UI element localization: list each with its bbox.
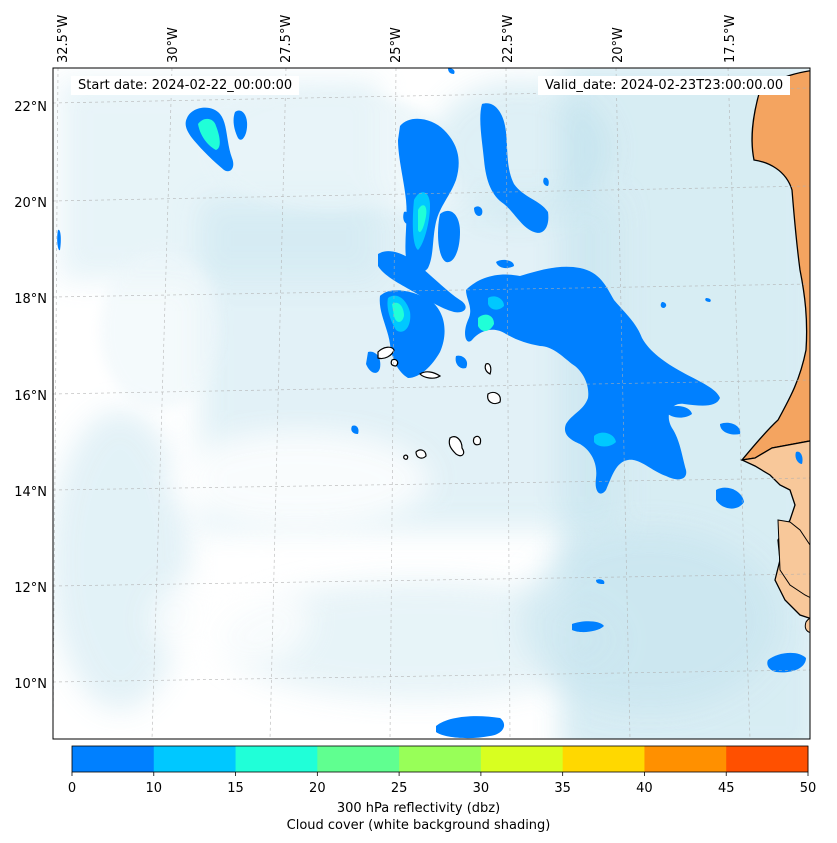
colorbar-swatch: [399, 746, 482, 772]
refl-small-18: [705, 298, 711, 302]
refl-small-20: [660, 302, 667, 308]
refl-small-2: [543, 177, 549, 186]
lat-label: 10°N: [14, 677, 47, 692]
refl-small-11: [795, 451, 803, 464]
colorbar-tick-label: 30: [473, 781, 490, 796]
colorbar-swatch: [562, 746, 645, 772]
refl-small-12: [572, 621, 604, 633]
refl-small-19: [583, 321, 590, 328]
refl-cell-mid-east: [438, 210, 460, 263]
refl-small-9: [720, 422, 741, 435]
refl-small-13: [767, 652, 806, 673]
refl-small-7: [351, 425, 359, 434]
lat-label: 14°N: [14, 485, 47, 500]
colorbar-tick-label: 0: [68, 781, 76, 796]
lat-label: 22°N: [14, 100, 47, 115]
refl-small-5: [455, 355, 468, 369]
refl-small-17: [448, 68, 455, 74]
lat-label: 16°N: [14, 389, 47, 404]
colorbar-swatch: [317, 746, 400, 772]
lon-label: 30°W: [166, 27, 181, 63]
lat-label: 12°N: [14, 581, 47, 596]
colorbar-swatches: [72, 746, 809, 772]
colorbar-label: 300 hPa reflectivity (dbz): [336, 801, 501, 816]
colorbar: 0 10 15 20 25 30 35 40 45 50: [68, 745, 816, 796]
lon-label: 27.5°W: [279, 15, 294, 63]
refl-main-mass: [465, 266, 720, 494]
refl-main-core-2: [488, 296, 504, 310]
refl-main-core-3: [594, 432, 616, 447]
colorbar-tick-label: 45: [718, 781, 735, 796]
colorbar-tick-label: 50: [800, 781, 817, 796]
colorbar-frame: [71, 745, 809, 773]
refl-cell-nw-core: [198, 118, 220, 150]
longitude-labels: 32.5°W 30°W 27.5°W 25°W 22.5°W 20°W 17.5…: [56, 15, 738, 63]
refl-band-north-core2: [418, 205, 427, 233]
island-sao-vicente: [390, 358, 399, 367]
colorbar-swatch: [235, 746, 318, 772]
refl-cell-nw2: [233, 110, 248, 140]
island-fogo: [415, 449, 427, 459]
refl-small-1: [474, 206, 483, 216]
lon-label: 25°W: [389, 27, 404, 63]
refl-small-16: [57, 229, 61, 251]
gridlines: [53, 68, 810, 739]
colorbar-tick-label: 15: [227, 781, 244, 796]
refl-small-14: [436, 716, 505, 739]
land-bissau-island-2: [812, 607, 823, 615]
reflectivity-contours: [57, 68, 806, 739]
colorbar-tick-label: 10: [146, 781, 163, 796]
refl-cell-west-core: [392, 302, 404, 322]
colorbar-swatch: [726, 746, 809, 772]
refl-band-north: [398, 118, 459, 273]
refl-small-15: [596, 579, 605, 584]
refl-cell-ne: [480, 103, 549, 233]
colorbar-tick-label: 20: [309, 781, 326, 796]
colorbar-tick-label: 25: [391, 781, 408, 796]
refl-small-3: [403, 211, 409, 224]
map-frame: [52, 67, 811, 740]
island-sal: [484, 363, 492, 375]
lon-label: 22.5°W: [501, 15, 516, 63]
cape-verde-islands: [377, 346, 501, 460]
island-maio: [472, 435, 482, 446]
island-brava: [403, 454, 409, 460]
lon-label: 20°W: [611, 27, 626, 63]
refl-small-6: [496, 259, 514, 269]
land-gambia-bissau: [777, 519, 810, 599]
colorbar-swatch: [153, 746, 237, 772]
start-date-label: Start date: 2024-02-22_00:00:00: [71, 76, 300, 95]
lon-label: 32.5°W: [56, 15, 71, 63]
valid-date-label: Valid_date: 2024-02-23T23:00:00.00: [538, 76, 791, 95]
refl-main-core-1: [478, 314, 494, 332]
lat-label: 18°N: [14, 292, 47, 307]
land-bissau-islands: [804, 617, 810, 634]
refl-small-10: [716, 487, 744, 509]
colorbar-swatch: [644, 746, 727, 772]
map-area: [53, 68, 823, 739]
colorbar-swatch: [72, 746, 155, 772]
colorbar-tick-label: 35: [554, 781, 571, 796]
lat-label: 20°N: [14, 196, 47, 211]
island-santiago: [448, 436, 465, 457]
latitude-labels: 22°N 20°N 18°N 16°N 14°N 12°N 10°N: [14, 100, 47, 692]
island-santo-antao: [377, 346, 395, 360]
colorbar-sublabel: Cloud cover (white background shading): [286, 818, 551, 833]
island-sao-nicolau: [419, 371, 442, 379]
colorbar-tick-label: 40: [636, 781, 653, 796]
refl-small-4: [366, 351, 381, 373]
colorbar-ticks: 0 10 15 20 25 30 35 40 45 50: [68, 772, 816, 796]
refl-small-8: [666, 406, 692, 418]
lon-label: 17.5°W: [723, 15, 738, 63]
island-boa-vista: [487, 391, 501, 405]
refl-strip-1: [378, 251, 466, 313]
colorbar-swatch: [480, 746, 564, 772]
